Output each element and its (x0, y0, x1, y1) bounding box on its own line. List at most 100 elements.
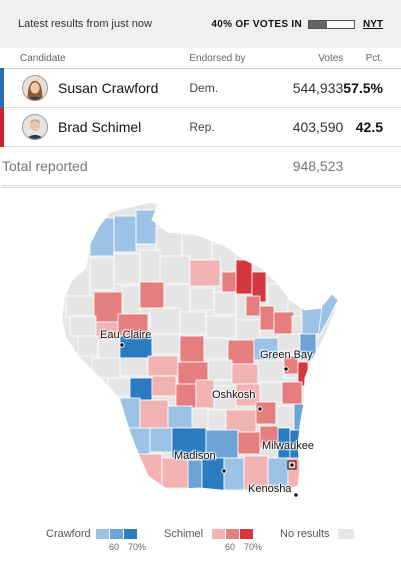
county (187, 459, 203, 491)
legend-crawford-swatch-3 (124, 529, 137, 539)
county (201, 457, 225, 492)
county (121, 285, 141, 317)
city-label-kenosha: Kenosha (248, 483, 292, 495)
legend-schimel-swatch-1 (212, 529, 225, 539)
candidate-photo-crawford (22, 75, 48, 101)
legend-schimel-label: Schimel (164, 528, 204, 540)
legend-no-results-label: No results (280, 528, 330, 540)
county (129, 453, 163, 487)
county (151, 375, 177, 397)
city-label-oshkosh: Oshkosh (212, 389, 256, 401)
header-candidate: Candidate (2, 48, 190, 69)
candidate-cell: Brad Schimel (0, 107, 190, 147)
city-label-madison: Madison (174, 450, 216, 462)
source-link[interactable]: NYT (363, 18, 383, 30)
legend-no-results-swatch (338, 529, 354, 539)
city-label-milwaukee: Milwaukee (262, 440, 314, 452)
legend-crawford-swatch-1 (96, 529, 109, 539)
county (235, 259, 253, 295)
results-table: Candidate Endorsed by Votes Pct. Susan C… (0, 48, 401, 186)
endorsed-by: Dem. (189, 68, 269, 108)
county (259, 305, 275, 331)
door-county (317, 293, 339, 339)
county (191, 407, 209, 429)
county (149, 307, 181, 335)
legend-crawford-tick-70: 70% (128, 542, 147, 552)
county (113, 215, 137, 253)
county (245, 295, 261, 317)
county (89, 257, 115, 291)
county (147, 355, 179, 377)
county (139, 281, 165, 309)
vote-count: 544,933 (268, 68, 344, 108)
county (257, 359, 285, 383)
total-row: Total reported 948,523 (2, 146, 401, 186)
county (139, 399, 169, 429)
results-table-header: Candidate Endorsed by Votes Pct. (2, 48, 401, 69)
city-dot-oshkosh (257, 406, 263, 412)
county (255, 401, 277, 425)
county (65, 267, 91, 297)
county (179, 335, 205, 363)
city-label-green-bay: Green Bay (260, 349, 313, 361)
county (243, 455, 269, 491)
total-label: Total reported (2, 146, 269, 186)
candidate-name: Brad Schimel (58, 119, 142, 135)
county-results-map: Eau Claire Green Bay Oshkosh Madison Mil… (0, 188, 401, 518)
legend-schimel-tick-70: 70% (244, 542, 263, 552)
header-pct: Pct. (343, 48, 401, 69)
city-label-eau-claire: Eau Claire (100, 329, 152, 341)
county (151, 333, 181, 355)
legend-schimel-tick-60: 60 (225, 542, 236, 552)
wisconsin-map (61, 201, 339, 498)
county (189, 287, 215, 311)
votes-in-label: 40% OF VOTES IN (211, 18, 302, 30)
county (167, 405, 193, 429)
votes-in-progress-bar (308, 19, 355, 29)
vote-count: 403,590 (268, 107, 344, 147)
county (207, 409, 227, 431)
county (97, 339, 121, 361)
county (161, 457, 189, 489)
county (139, 249, 161, 283)
county (129, 377, 153, 401)
county (119, 397, 141, 429)
city-dot-milwaukee (289, 462, 295, 468)
city-dot-kenosha (293, 492, 299, 498)
candidate-photo-schimel (22, 114, 48, 140)
county (235, 319, 261, 341)
county (119, 357, 149, 377)
votes-in-indicator: 40% OF VOTES IN NYT (211, 19, 383, 30)
county (189, 259, 221, 287)
candidate-cell: Susan Crawford (0, 68, 190, 108)
county (205, 315, 237, 339)
map-legend: Crawford 60 70% Schimel 60 70% No result… (0, 525, 401, 561)
divider (0, 187, 401, 188)
county (273, 311, 295, 335)
county (69, 315, 97, 337)
city-dot-green-bay (283, 366, 289, 372)
legend-crawford-tick-60: 60 (109, 542, 120, 552)
county (65, 295, 95, 319)
vote-pct: 57.5% (343, 68, 401, 108)
county (135, 209, 157, 245)
county (213, 291, 237, 315)
candidate-name: Susan Crawford (58, 80, 159, 96)
city-dot-eau-claire (119, 342, 125, 348)
county (113, 253, 141, 285)
table-row: Brad Schimel Rep. 403,590 42.5 (0, 107, 401, 147)
county (175, 383, 197, 409)
county (107, 377, 131, 397)
county (223, 457, 245, 491)
county (149, 427, 173, 453)
votes-in-progress-fill (309, 20, 327, 28)
header-votes: Votes (268, 48, 344, 69)
total-votes: 948,523 (268, 146, 344, 186)
county (77, 335, 99, 357)
header-endorsed: Endorsed by (189, 48, 269, 69)
table-row: Susan Crawford Dem. 544,933 57.5% (0, 68, 401, 108)
county (281, 381, 303, 405)
legend-crawford-swatch-2 (110, 529, 123, 539)
legend-schimel-swatch-2 (226, 529, 239, 539)
city-marker-milwaukee (287, 460, 297, 470)
